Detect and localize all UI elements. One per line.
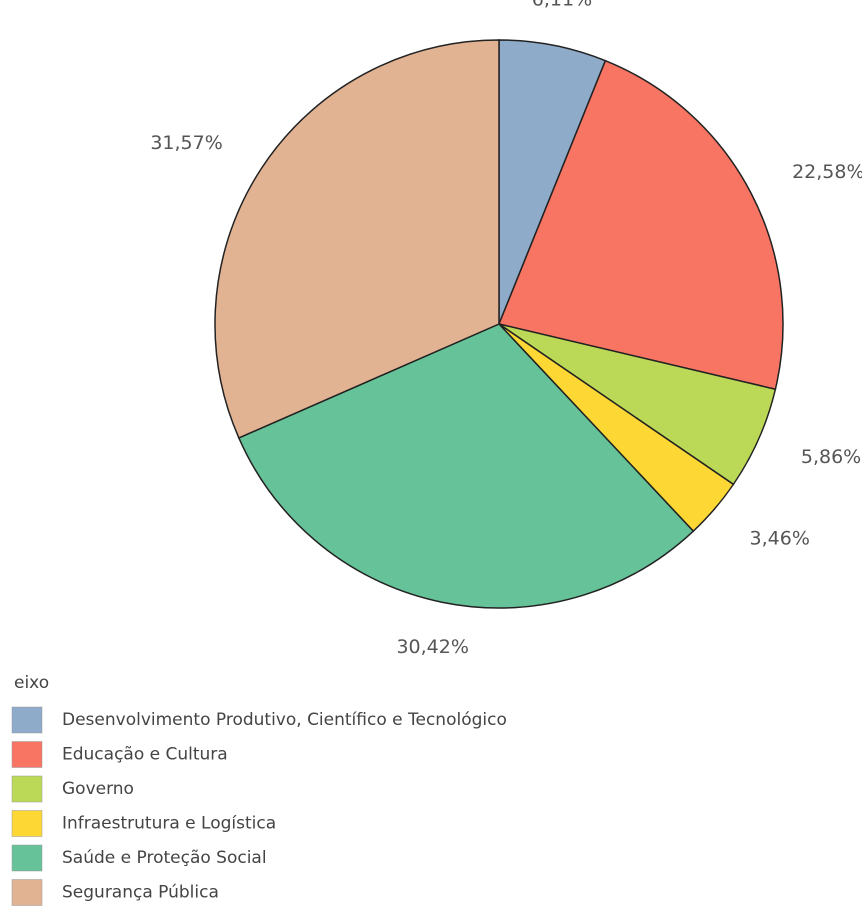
- data-label: 22,58%: [792, 161, 862, 183]
- legend-swatch: [11, 775, 43, 803]
- legend-swatch: [11, 741, 43, 768]
- legend-swatch: [11, 844, 43, 872]
- legend-label: Infraestrutura e Logística: [62, 814, 276, 834]
- legend-label: Saúde e Proteção Social: [62, 848, 267, 868]
- legend-label: Desenvolvimento Produtivo, Científico e …: [62, 710, 507, 730]
- data-label: 5,86%: [801, 446, 861, 468]
- pie-slice: [214, 39, 500, 439]
- data-label: 31,57%: [150, 132, 222, 154]
- data-label: 3,46%: [750, 527, 810, 549]
- legend-swatch: [11, 810, 43, 837]
- legend-swatch: [11, 879, 43, 906]
- pie-slice: [497, 59, 784, 391]
- data-label: 30,42%: [396, 636, 468, 658]
- legend-swatch: [11, 706, 43, 734]
- legend-title: eixo: [14, 673, 49, 693]
- legend-label: Segurança Pública: [62, 883, 219, 903]
- data-label: 6,11%: [532, 0, 592, 11]
- legend-label: Educação e Cultura: [62, 745, 228, 765]
- legend-label: Governo: [62, 779, 134, 799]
- pie-slice: [237, 323, 695, 609]
